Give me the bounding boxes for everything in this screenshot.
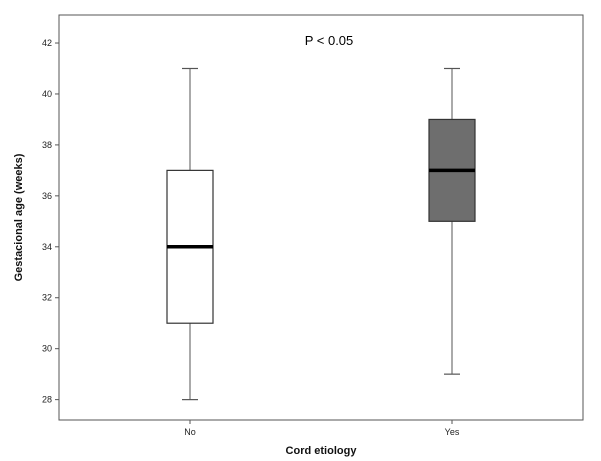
y-tick-label: 32	[42, 293, 52, 303]
boxplot-series	[166, 67, 476, 401]
box-no	[166, 67, 214, 401]
x-axis: No Yes	[184, 420, 460, 437]
y-tick-label: 34	[42, 242, 52, 252]
x-tick-label: Yes	[445, 427, 460, 437]
p-value-annotation: P < 0.05	[305, 33, 354, 48]
y-tick-label: 42	[42, 38, 52, 48]
y-axis-title: Gestacional age (weeks)	[13, 153, 25, 281]
y-tick-label: 40	[42, 89, 52, 99]
y-tick-label: 38	[42, 140, 52, 150]
y-tick-label: 36	[42, 191, 52, 201]
plot-area-frame	[58, 14, 584, 421]
x-tick-label: No	[184, 427, 196, 437]
y-tick-label: 30	[42, 344, 52, 354]
box-yes	[428, 67, 476, 375]
y-tick-label: 28	[42, 395, 52, 405]
x-axis-title: Cord etiology	[286, 445, 358, 457]
y-axis: 28 30 32 34 36 38 40 42	[42, 38, 59, 405]
